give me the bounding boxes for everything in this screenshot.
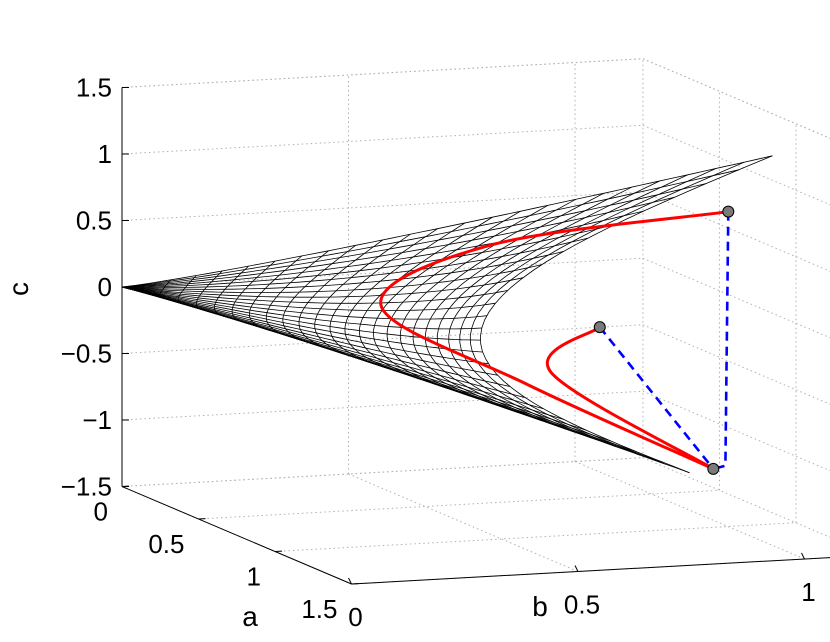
mesh-line: [140, 283, 146, 293]
z-tick-label: −1.5: [61, 472, 112, 502]
mesh-line: [214, 265, 249, 319]
mesh-line: [121, 286, 690, 474]
data-markers: [593, 205, 735, 475]
mesh-line: [448, 174, 688, 447]
dashed-path-3: [598, 326, 715, 470]
mesh-line: [329, 228, 438, 373]
grid-line: [348, 473, 579, 572]
y-tick-mark: [801, 552, 805, 560]
grid-line: [642, 324, 830, 405]
x-tick-label: 0.5: [148, 529, 184, 559]
grid-line: [198, 489, 720, 520]
x-axis-line: [121, 486, 352, 585]
mesh-line: [314, 233, 411, 365]
grid-line: [121, 324, 643, 354]
mesh-line: [121, 286, 587, 431]
grid-line: [642, 457, 830, 538]
y-axis-line: [351, 557, 830, 585]
grid-line: [642, 191, 830, 272]
grid-line: [121, 58, 643, 88]
mesh-line: [177, 275, 197, 306]
mesh-line: [121, 155, 773, 288]
grid-line: [121, 457, 643, 487]
mesh-line: [412, 192, 604, 422]
grid-line: [121, 390, 643, 421]
mesh-line: [459, 168, 717, 456]
z-tick-label: 0.5: [76, 206, 112, 236]
mesh-line: [344, 222, 466, 381]
z-tick-label: −1: [82, 405, 112, 435]
grid-line: [642, 124, 830, 206]
z-tick-label: 1: [98, 139, 112, 169]
grid-line: [121, 124, 643, 155]
mesh-line: [159, 279, 171, 299]
data-point: [593, 321, 606, 334]
mesh-line: [469, 161, 745, 465]
z-tick-label: 1.5: [76, 73, 112, 103]
mesh-line: [121, 210, 644, 288]
grid-line: [574, 461, 805, 560]
mesh-line: [480, 155, 773, 474]
path-curves: [379, 210, 730, 471]
x-tick-label: 1: [247, 562, 261, 592]
z-axis-label: c: [3, 282, 34, 296]
grid-line: [642, 58, 830, 139]
x-tick-label: 0: [94, 497, 108, 527]
y-axis-label: b: [532, 591, 548, 622]
data-point: [707, 462, 720, 475]
mesh-line: [298, 239, 384, 357]
y-tick-label: 1: [801, 577, 815, 607]
data-point: [722, 205, 735, 218]
grid-line: [121, 58, 643, 88]
grid-lines: [121, 58, 830, 585]
mesh-line: [358, 216, 493, 389]
z-tick-label: −0.5: [61, 339, 112, 369]
surface-mesh: [121, 155, 773, 474]
y-tick-label: 0.5: [564, 590, 600, 620]
mesh-line: [249, 255, 303, 334]
y-tick-label: 0: [348, 602, 362, 632]
dashed-path-2: [712, 211, 730, 471]
grid-line: [121, 457, 643, 487]
grid-line: [121, 191, 643, 221]
grid-line: [642, 390, 830, 472]
mesh-line: [121, 286, 663, 463]
solid-path-1: [546, 325, 715, 471]
mesh-line: [231, 260, 276, 327]
y-tick-mark: [574, 565, 579, 572]
x-axis-label: a: [242, 601, 258, 632]
solid-path-0: [379, 210, 729, 471]
grid-line: [642, 257, 830, 339]
y-tick-mark: [348, 577, 352, 585]
axes-box: [121, 87, 830, 585]
z-tick-label: 0: [98, 272, 112, 302]
mesh-line: [425, 186, 632, 430]
mesh-line: [265, 250, 329, 341]
mesh-line: [282, 244, 356, 349]
grid-line: [642, 58, 830, 139]
mesh-line: [372, 210, 521, 397]
x-tick-label: 1.5: [301, 594, 337, 624]
grid-line: [274, 522, 796, 552]
mesh-line: [196, 270, 223, 312]
tick-labels: 1.510.50−0.5−1−1.500.511.5 0 0.5 1: [61, 73, 816, 633]
